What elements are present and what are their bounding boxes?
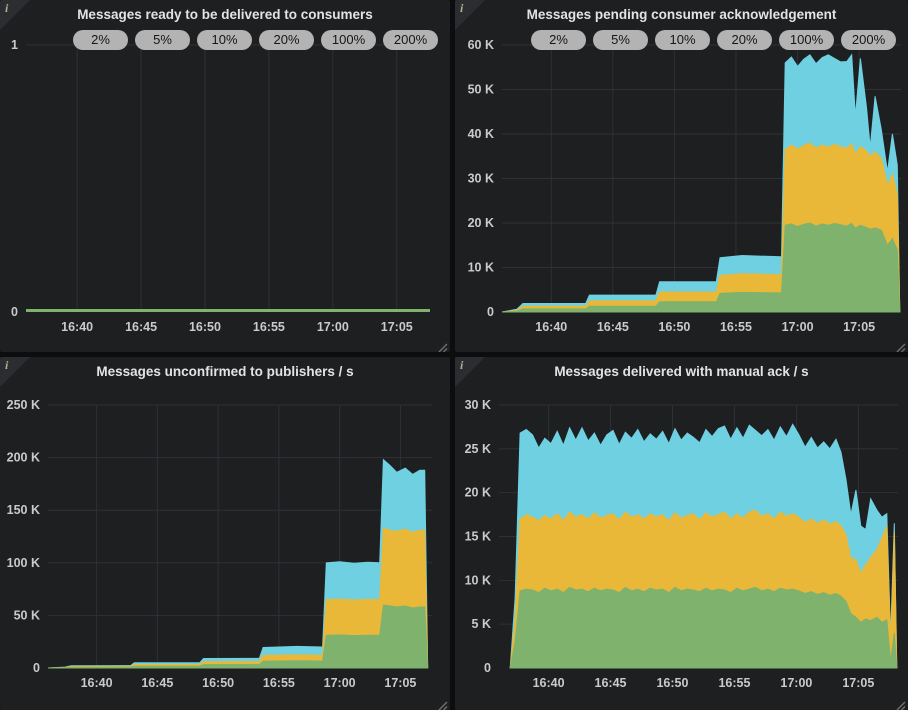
legend-pills: 2% 5% 10% 20% 100% 200%	[531, 30, 896, 50]
svg-text:16:45: 16:45	[141, 676, 173, 690]
svg-text:20 K: 20 K	[468, 216, 494, 230]
svg-text:17:05: 17:05	[381, 320, 413, 334]
panel-title[interactable]: Messages ready to be delivered to consum…	[77, 7, 373, 22]
svg-text:20 K: 20 K	[465, 486, 491, 500]
panel-title[interactable]: Messages pending consumer acknowledgemen…	[526, 7, 837, 22]
resize-handle-icon[interactable]	[438, 698, 448, 710]
svg-text:16:45: 16:45	[125, 320, 157, 334]
panel-title[interactable]: Messages unconfirmed to publishers / s	[96, 364, 354, 379]
svg-text:25 K: 25 K	[465, 442, 491, 456]
legend-pill-10pct[interactable]: 10%	[197, 30, 252, 50]
legend-pill-100pct[interactable]: 100%	[321, 30, 376, 50]
svg-text:0: 0	[484, 661, 491, 675]
legend-pill-200pct[interactable]: 200%	[841, 30, 896, 50]
svg-text:16:40: 16:40	[61, 320, 93, 334]
resize-handle-icon[interactable]	[438, 340, 448, 352]
svg-text:200 K: 200 K	[7, 451, 40, 465]
svg-text:16:50: 16:50	[656, 676, 688, 690]
chart-messages-ready[interactable]: 16:40 16:45 16:50 16:55 17:00 17:05 0 1	[0, 0, 450, 352]
legend-pills: 2% 5% 10% 20% 100% 200%	[73, 30, 438, 50]
legend-pill-2pct[interactable]: 2%	[73, 30, 128, 50]
svg-text:17:05: 17:05	[842, 676, 874, 690]
svg-text:50 K: 50 K	[468, 83, 494, 97]
panel-messages-unconfirmed: i Messages unconfirmed to publishers / s…	[0, 357, 450, 710]
svg-text:16:50: 16:50	[202, 676, 234, 690]
svg-text:10 K: 10 K	[468, 261, 494, 275]
svg-text:0: 0	[33, 661, 40, 675]
svg-text:16:40: 16:40	[81, 676, 113, 690]
svg-text:0: 0	[487, 305, 494, 319]
legend-pill-5pct[interactable]: 5%	[593, 30, 648, 50]
chart-messages-unconfirmed[interactable]: 16:40 16:45 16:50 16:55 17:00 17:05 0 50 K 100 K…	[0, 357, 450, 710]
svg-text:16:55: 16:55	[718, 676, 750, 690]
legend-pill-100pct[interactable]: 100%	[779, 30, 834, 50]
panel-messages-pending-ack: i Messages pending consumer acknowledgem…	[455, 0, 908, 352]
panel-info-corner[interactable]: i	[0, 0, 30, 30]
legend-pill-2pct[interactable]: 2%	[531, 30, 586, 50]
svg-text:0: 0	[11, 305, 18, 319]
panel-info-corner[interactable]: i	[455, 0, 485, 30]
svg-text:17:00: 17:00	[317, 320, 349, 334]
svg-text:40 K: 40 K	[468, 127, 494, 141]
svg-text:150 K: 150 K	[7, 503, 40, 517]
svg-text:16:40: 16:40	[535, 320, 567, 334]
legend-pill-200pct[interactable]: 200%	[383, 30, 438, 50]
panel-info-corner[interactable]: i	[455, 357, 485, 387]
svg-text:16:45: 16:45	[595, 676, 627, 690]
svg-text:16:40: 16:40	[533, 676, 565, 690]
chart-messages-delivered[interactable]: 16:40 16:45 16:50 16:55 17:00 17:05 0 5 K 10 K 15…	[455, 357, 908, 710]
svg-text:30 K: 30 K	[468, 172, 494, 186]
chart-messages-pending-ack[interactable]: 16:40 16:45 16:50 16:55 17:00 17:05 0 10 K 20 K 3…	[455, 0, 908, 352]
svg-text:17:00: 17:00	[782, 320, 814, 334]
info-icon: i	[5, 1, 9, 15]
svg-text:16:50: 16:50	[658, 320, 690, 334]
svg-text:1: 1	[11, 38, 18, 52]
svg-text:17:05: 17:05	[843, 320, 875, 334]
svg-text:15 K: 15 K	[465, 530, 491, 544]
svg-text:17:00: 17:00	[780, 676, 812, 690]
svg-text:10 K: 10 K	[465, 573, 491, 587]
legend-pill-20pct[interactable]: 20%	[259, 30, 314, 50]
legend-pill-10pct[interactable]: 10%	[655, 30, 710, 50]
svg-text:5 K: 5 K	[472, 617, 491, 631]
svg-text:16:45: 16:45	[597, 320, 629, 334]
info-icon: i	[460, 1, 464, 15]
panel-info-corner[interactable]: i	[0, 357, 30, 387]
svg-text:16:50: 16:50	[189, 320, 221, 334]
svg-text:250 K: 250 K	[7, 398, 40, 412]
svg-text:16:55: 16:55	[720, 320, 752, 334]
svg-text:16:55: 16:55	[263, 676, 295, 690]
legend-pill-5pct[interactable]: 5%	[135, 30, 190, 50]
info-icon: i	[460, 358, 464, 372]
resize-handle-icon[interactable]	[896, 340, 906, 352]
info-icon: i	[5, 358, 9, 372]
svg-text:16:55: 16:55	[253, 320, 285, 334]
panel-messages-delivered: i Messages delivered with manual ack / s…	[455, 357, 908, 710]
svg-text:50 K: 50 K	[14, 608, 40, 622]
svg-text:17:05: 17:05	[384, 676, 416, 690]
resize-handle-icon[interactable]	[896, 698, 906, 710]
svg-text:100 K: 100 K	[7, 556, 40, 570]
svg-text:30 K: 30 K	[465, 398, 491, 412]
svg-text:60 K: 60 K	[468, 38, 494, 52]
legend-pill-20pct[interactable]: 20%	[717, 30, 772, 50]
panel-title[interactable]: Messages delivered with manual ack / s	[554, 364, 809, 379]
svg-text:17:00: 17:00	[324, 676, 356, 690]
panel-messages-ready: i Messages ready to be delivered to cons…	[0, 0, 450, 352]
